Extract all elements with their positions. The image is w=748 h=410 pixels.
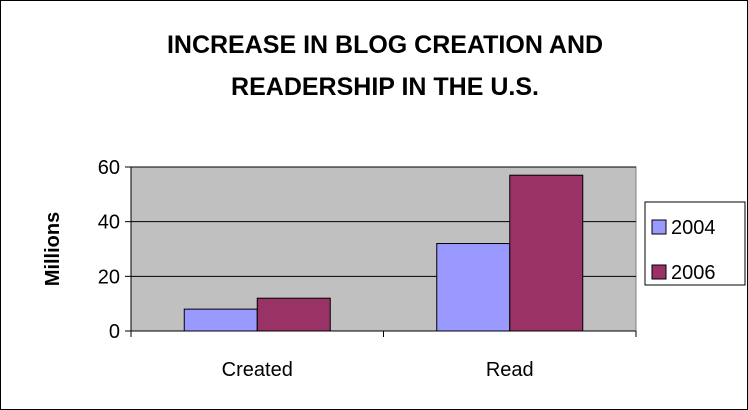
chart-title-line-1: INCREASE IN BLOG CREATION AND <box>167 31 603 59</box>
y-axis-label: Millions <box>42 212 64 286</box>
legend-label-2006: 2006 <box>671 262 716 284</box>
bars <box>183 174 584 332</box>
y-tick-label-0: 0 <box>109 321 120 343</box>
legend: 2004 2006 <box>644 201 746 286</box>
bar-read-2006 <box>509 174 584 332</box>
chart-title-line-2: READERSHIP IN THE U.S. <box>231 73 539 101</box>
legend-swatch-2006 <box>651 264 667 280</box>
legend-label-2004: 2004 <box>671 217 716 239</box>
axes <box>125 166 637 337</box>
x-category-label-read: Read <box>486 359 534 381</box>
x-tick-labels: Created Read <box>222 359 534 381</box>
legend-swatch-2004 <box>651 219 667 235</box>
y-tick-label-20: 20 <box>98 266 120 288</box>
x-category-label-created: Created <box>222 359 293 381</box>
bar-read-2004 <box>436 243 511 332</box>
bar-created-2006 <box>256 297 331 332</box>
y-tick-labels: 0 20 40 60 <box>98 157 120 343</box>
y-tick-label-40: 40 <box>98 212 120 234</box>
bar-created-2004 <box>183 308 258 332</box>
y-tick-label-60: 60 <box>98 157 120 179</box>
